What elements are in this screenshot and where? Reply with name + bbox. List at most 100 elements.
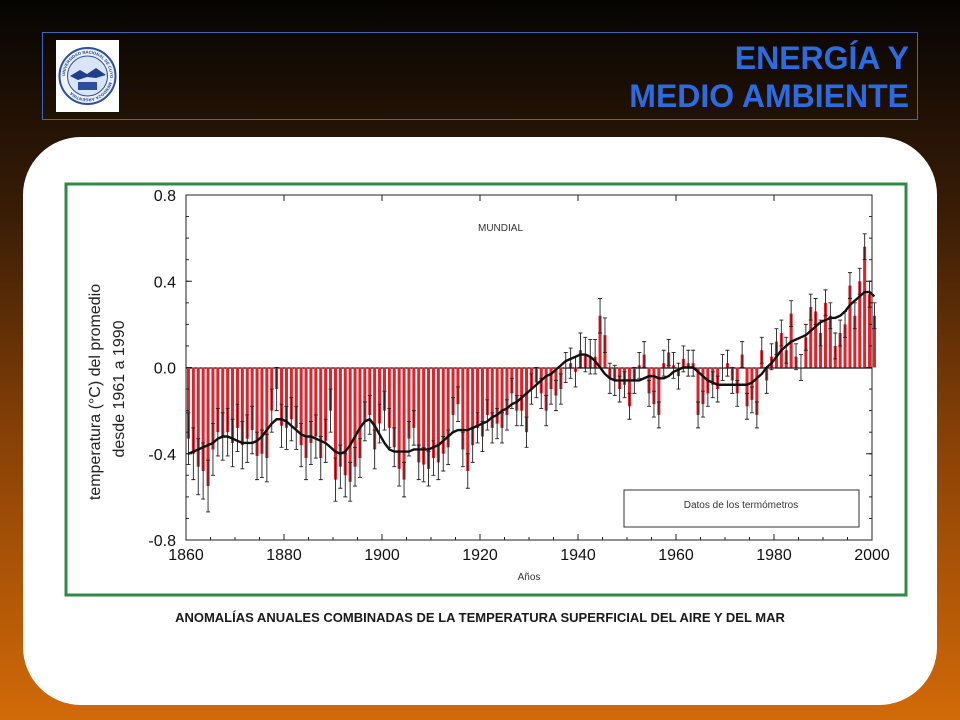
error-bar-1950 [627,392,632,420]
bar-1965 [701,367,705,405]
error-bar-1908 [421,446,426,483]
bar-1865 [211,367,215,450]
error-bar-1935 [553,379,558,412]
error-bar-1917 [465,453,470,489]
error-bar-1995 [847,272,852,299]
bar-1928 [520,367,524,411]
bar-1884 [304,367,308,459]
error-bar-1891 [338,444,343,489]
bar-1880 [284,367,288,428]
bar-1882 [294,367,298,428]
slide-title: ENERGÍA Y MEDIO AMBIENTE [629,39,909,115]
bar-1862 [196,367,200,467]
bar-1925 [505,367,509,415]
y-tick-label--0.4: -0.4 [148,447,176,464]
legend-label: Datos de los termómetros [684,500,799,511]
bar-1876 [265,367,269,459]
error-bar-1985 [798,354,803,381]
bar-1874 [255,367,259,456]
x-tick-label-1920: 1920 [462,547,498,564]
error-bar-1890 [333,457,338,502]
error-bar-1869 [230,418,235,468]
y-tick-label-0.0: 0.0 [154,361,176,378]
bar-1892 [343,367,347,476]
bar-1917 [466,367,470,471]
error-bar-1929 [524,416,529,448]
error-bar-1937 [563,351,568,384]
bar-1912 [441,367,445,454]
error-bar-1921 [485,399,490,431]
bar-1918 [471,367,475,446]
error-bar-1879 [279,403,284,448]
error-bar-1987 [808,293,813,321]
error-bar-1940 [578,332,583,368]
error-bar-1925 [504,399,509,431]
bar-1894 [353,367,357,467]
bar-1886 [314,367,318,437]
bar-1860 [186,367,190,439]
bar-1989 [819,333,823,368]
error-bar-1916 [460,431,465,468]
bar-1988 [814,311,818,368]
bar-1955 [652,367,656,405]
bar-1991 [828,315,832,368]
error-bar-1993 [838,319,843,347]
bar-1997 [858,281,862,368]
y-tick-label-0.4: 0.4 [154,274,176,291]
error-bar-1919 [475,412,480,444]
bar-1908 [422,367,426,465]
error-bar-1971 [730,367,735,394]
x-tick-label-1880: 1880 [266,547,302,564]
y-tick-label--0.8: -0.8 [148,533,176,550]
error-bar-1887 [318,436,323,481]
error-bar-1880 [284,405,289,450]
error-bar-1895 [357,438,362,478]
error-bar-1984 [794,343,799,371]
bar-1914 [451,367,455,415]
error-bar-1881 [289,397,294,442]
error-bar-1967 [710,371,715,399]
error-bar-1989 [818,319,823,347]
x-tick-label-1900: 1900 [364,547,400,564]
smoothed-trend-line [187,290,876,456]
bar-1883 [299,367,303,446]
bar-1922 [490,367,494,428]
bar-1933 [544,367,548,411]
bar-1873 [250,367,254,431]
bar-1870 [235,367,239,428]
error-bar-1871 [240,420,245,470]
bar-1916 [461,367,465,450]
error-bar-1888 [323,418,328,463]
bar-1885 [309,367,313,443]
error-bar-1949 [622,371,627,399]
bar-1879 [280,367,284,426]
error-bar-1868 [225,408,230,457]
bar-1861 [191,367,195,454]
bar-1986 [804,337,808,368]
title-line-1: ENERGÍA Y [734,40,909,76]
error-bar-1959 [671,351,676,379]
chart-caption: ANOMALÍAS ANUALES COMBINADAS DE LA TEMPE… [175,610,785,625]
error-bar-1864 [206,459,211,513]
error-bar-1960 [676,362,681,390]
error-bar-1885 [308,420,313,465]
error-bar-1938 [568,347,573,379]
error-bar-1894 [353,446,358,487]
bar-1875 [260,367,264,454]
x-tick-label-1980: 1980 [756,547,792,564]
error-bar-1981 [779,319,784,347]
bar-1899 [378,367,382,424]
bar-1994 [843,324,847,368]
bar-1869 [231,367,235,443]
error-bar-1933 [544,395,549,427]
bar-1924 [500,367,504,428]
error-bar-1865 [210,423,215,476]
bar-1995 [848,285,852,368]
error-bar-1886 [313,414,318,459]
error-bar-1909 [426,451,431,487]
error-bar-1986 [803,323,808,351]
error-bar-1977 [759,336,764,364]
bar-1904 [402,367,406,480]
bar-1866 [216,367,220,433]
error-bar-1861 [191,427,196,481]
